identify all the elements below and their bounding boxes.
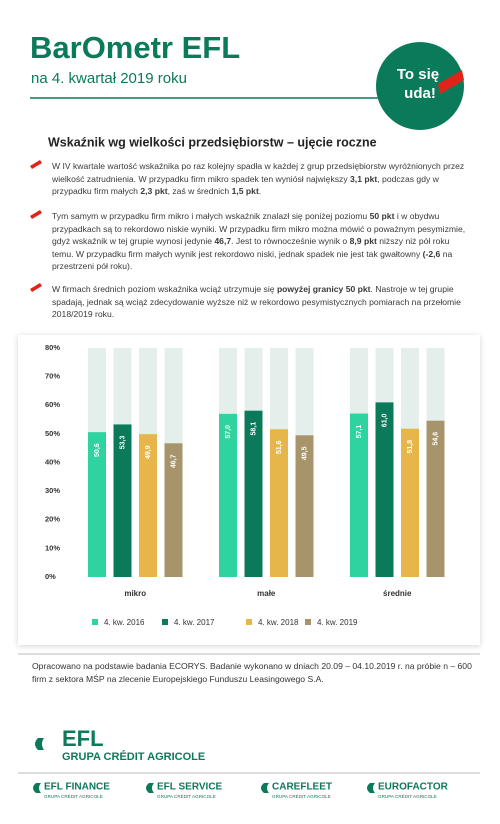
footnote: Opracowano na podstawie badania ECORYS. …: [32, 661, 472, 684]
legend-swatch: [162, 619, 168, 625]
text-run: 46,7: [214, 236, 232, 247]
y-tick-label: 80%: [45, 343, 60, 352]
header-title: BarOmetr EFL: [30, 30, 240, 65]
text-run: 2,3 pkt: [140, 186, 168, 197]
x-tick-label: mikro: [124, 589, 146, 598]
bar: [401, 428, 419, 577]
text-run: W firmach średnich poziom wskaźnika wcią…: [52, 284, 277, 294]
brand-name: EFL SERVICE: [157, 782, 223, 793]
logo-sub: GRUPA CRÉDIT AGRICOLE: [62, 750, 205, 763]
value-label: 57,0: [225, 425, 232, 439]
value-label: 50,6: [94, 443, 101, 457]
brand-name: EUROFACTOR: [378, 782, 449, 793]
bar: [350, 413, 368, 577]
text-run: Tym samym w przypadku firm mikro i małyc…: [52, 211, 370, 221]
x-tick-label: średnie: [383, 589, 412, 598]
y-tick-label: 40%: [45, 457, 60, 466]
text-run: , podczas gdy w przypadku firm małych: [52, 173, 439, 197]
bar: [426, 420, 445, 577]
text-run: 3,1 pkt: [350, 173, 378, 184]
brand-sub: GRUPA CRÉDIT AGRICOLE: [378, 793, 437, 799]
bar: [139, 434, 157, 577]
value-label: 49,9: [145, 445, 152, 459]
y-tick-label: 30%: [45, 486, 60, 495]
bar: [270, 429, 288, 577]
brand-icon: [261, 783, 269, 793]
value-label: 61,0: [381, 413, 388, 427]
header-subtitle: na 4. kwartał 2019 roku: [31, 70, 187, 87]
value-label: 57,1: [356, 425, 363, 439]
legend-label: 4. kw. 2017: [174, 618, 215, 627]
legend-label: 4. kw. 2018: [258, 618, 299, 627]
bullet-mark: [30, 283, 42, 292]
text-run: , zaś w średnich: [167, 186, 232, 197]
text-run: (-2,6: [422, 248, 441, 259]
y-tick-label: 50%: [45, 429, 60, 438]
brand-icon: [367, 783, 375, 793]
logo-icon: [35, 738, 44, 750]
legend-swatch: [305, 619, 311, 625]
y-tick-label: 70%: [45, 372, 60, 381]
text-run: powyżej granicy 50 pkt: [276, 284, 371, 294]
bullet-mark: [30, 160, 42, 169]
y-tick-label: 10%: [45, 543, 60, 552]
bar: [88, 432, 106, 577]
text-run: 50 pkt: [369, 211, 395, 221]
bar: [295, 435, 314, 577]
badge-text: To się: [397, 66, 439, 83]
badge: [376, 42, 464, 130]
badge-text: uda!: [404, 85, 436, 102]
logo: EFL: [62, 726, 104, 751]
bar: [164, 443, 183, 577]
bar: [244, 410, 263, 577]
value-label: 49,5: [301, 446, 308, 460]
bar: [219, 413, 237, 577]
value-label: 51,6: [276, 440, 283, 454]
bar: [113, 424, 132, 577]
legend-label: 4. kw. 2016: [104, 618, 145, 627]
text-run: na przestrzeni pół roku).: [52, 248, 453, 272]
text-run: W IV kwartale wartość wskaźnika po raz k…: [52, 161, 465, 184]
brand-name: EFL FINANCE: [44, 782, 110, 793]
text-run: . Nastroje w tej grupie spadają, jednak …: [52, 284, 461, 320]
value-label: 46,7: [170, 454, 177, 468]
paragraph: W IV kwartale wartość wskaźnika po raz k…: [52, 160, 472, 198]
y-tick-label: 0%: [45, 572, 56, 581]
bar: [375, 402, 394, 577]
value-label: 51,8: [407, 440, 414, 454]
bullet-mark: [30, 210, 42, 219]
value-label: 54,6: [432, 432, 439, 446]
badge-stripe: [438, 70, 464, 94]
brand-icon: [33, 783, 41, 793]
y-tick-label: 20%: [45, 515, 60, 524]
section-title: Wskaźnik wg wielkości przedsiębiorstw – …: [48, 135, 377, 149]
legend-label: 4. kw. 2019: [317, 618, 358, 627]
x-tick-label: małe: [257, 589, 276, 598]
brand-name: CAREFLEET: [272, 782, 332, 793]
text-run: i w obydwu przypadkach są to rekordowo n…: [52, 211, 466, 247]
value-label: 53,3: [119, 436, 126, 450]
brand-icon: [146, 783, 154, 793]
text-run: 1,5 pkt: [231, 186, 259, 197]
text-run: .: [258, 186, 262, 197]
paragraph: Tym samym w przypadku firm mikro i małyc…: [52, 210, 472, 273]
legend-swatch: [92, 619, 98, 625]
text-run: . Jest to równocześnie wynik o: [231, 236, 350, 247]
brand-sub: GRUPA CRÉDIT AGRICOLE: [157, 793, 216, 799]
y-tick-label: 60%: [45, 400, 60, 409]
brand-sub: GRUPA CRÉDIT AGRICOLE: [272, 793, 331, 799]
text-run: niższy niż pół roku temu. W przypadku fi…: [52, 236, 450, 259]
legend-swatch: [246, 619, 252, 625]
text-run: 8,9 pkt: [349, 236, 377, 247]
paragraph: W firmach średnich poziom wskaźnika wcią…: [52, 283, 472, 321]
value-label: 58,1: [250, 422, 257, 436]
brand-sub: GRUPA CRÉDIT AGRICOLE: [44, 793, 103, 799]
